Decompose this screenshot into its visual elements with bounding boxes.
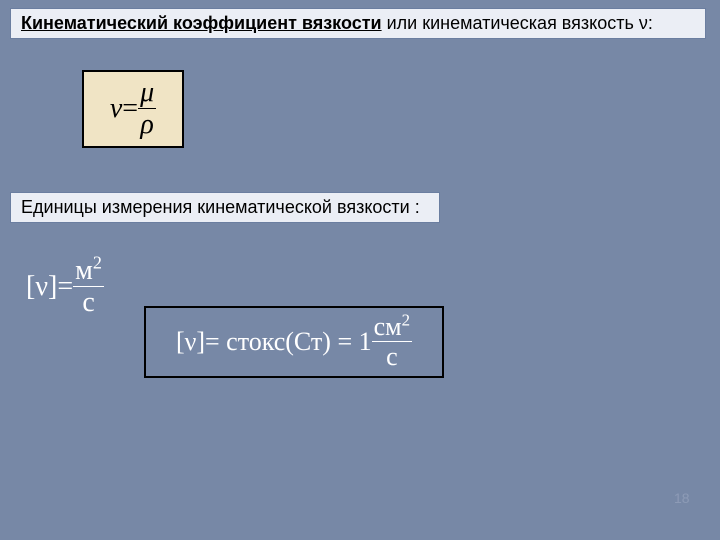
heading2-text: Единицы измерения кинематической вязкост… <box>21 197 420 217</box>
formula3-num: см2 <box>372 314 412 341</box>
empty-panel-right <box>476 306 706 392</box>
formula-nu-equals-mu-over-rho: ν = μ ρ <box>82 70 184 148</box>
formula2-lhs: [ν] <box>26 271 57 303</box>
heading-units: Единицы измерения кинематической вязкост… <box>10 192 440 223</box>
page-number: 18 <box>674 490 690 506</box>
formula1-frac: μ ρ <box>138 79 156 139</box>
formula3-frac: см2 с <box>372 314 412 370</box>
formula2-eq: = <box>57 271 73 303</box>
formula2-num: м2 <box>73 257 104 286</box>
empty-panel-bottom <box>428 474 708 520</box>
heading-bold: Кинематический коэффициент вязкости <box>21 13 382 33</box>
formula2-frac: м2 с <box>73 257 104 317</box>
formula1-num: μ <box>138 79 156 108</box>
formula1-den: ρ <box>138 109 156 139</box>
heading-kinematic-coefficient: Кинематический коэффициент вязкости или … <box>10 8 706 39</box>
formula2-den: с <box>73 287 104 317</box>
formula1-lhs: ν <box>110 93 122 125</box>
formula3-lhs: [ν] <box>176 327 205 357</box>
formula-stokes-unit: [ν] = стокс(Ст) = 1 см2 с <box>144 306 444 378</box>
formula1-eq: = <box>122 93 138 125</box>
formula3-den: с <box>372 342 412 370</box>
formula3-eq: = стокс(Ст) = 1 <box>205 327 372 357</box>
heading-rest: или кинематическая вязкость ν: <box>382 13 653 33</box>
formula-si-unit: [ν] = м2 с <box>6 246 124 328</box>
